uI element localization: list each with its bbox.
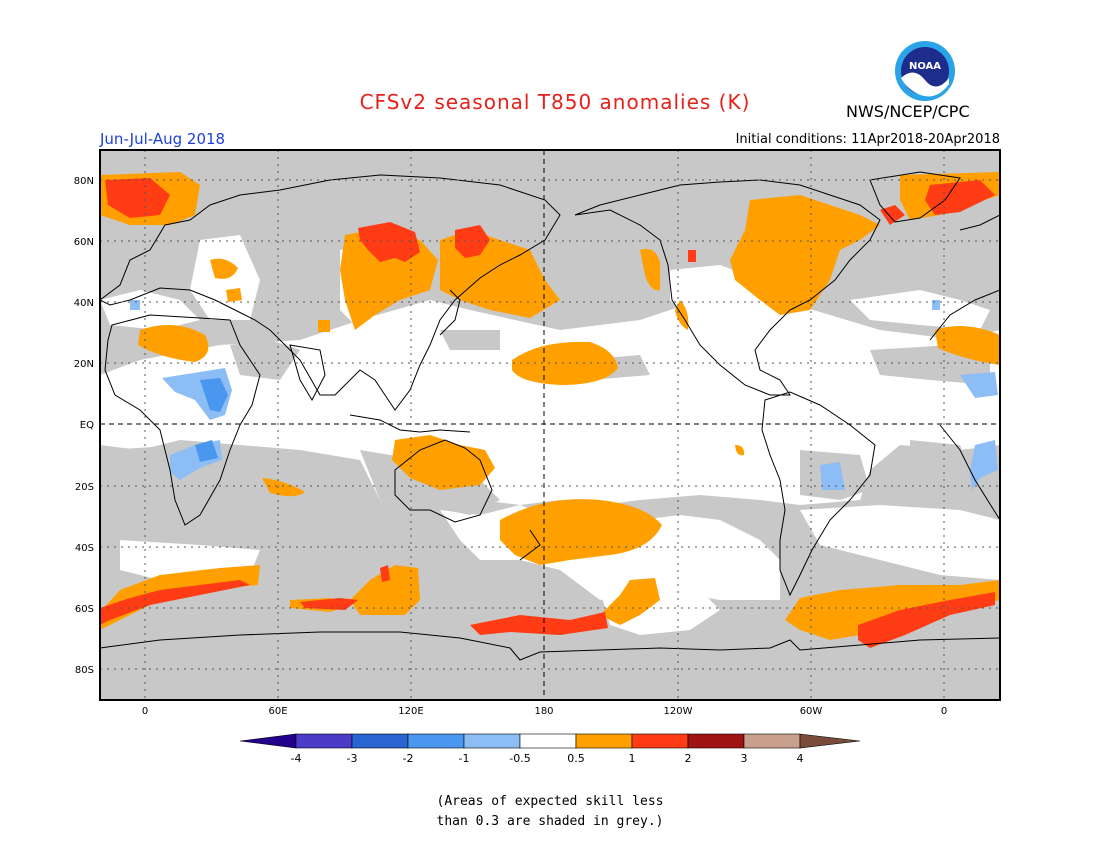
lon-label: 0 [142,706,148,717]
equator-dateline [100,150,1000,700]
lat-label: EQ [80,420,94,431]
noaa-logo-icon: NOAA [895,41,955,101]
lat-label: 80S [75,665,94,676]
colorbar-label: 3 [741,752,748,765]
latitude-labels: 80N 60N 40N 20N EQ 20S 40S 60S 80S [74,176,94,676]
map-title: CFSv2 seasonal T850 anomalies (K) [359,90,751,114]
lat-label: 40S [75,543,94,554]
colorbar-segment [295,733,353,749]
colorbar-segment [687,733,745,749]
lon-label: 120E [398,706,423,717]
lat-label: 20S [75,482,94,493]
colorbar-label: -4 [291,752,302,765]
lon-label: 60E [268,706,287,717]
lat-label: 80N [74,176,94,187]
lon-label: 180 [534,706,553,717]
skill-note-line: than 0.3 are shaded in grey.) [436,814,664,829]
colorbar-label: -0.5 [509,752,530,765]
skill-note: (Areas of expected skill less than 0.3 a… [0,792,1100,832]
colorbar-label: -1 [459,752,470,765]
strong-warm-anomaly-regions [100,178,995,648]
lat-label: 60S [75,604,94,615]
lon-label: 60W [800,706,823,717]
colorbar-segment [351,733,409,749]
season-label: Jun-Jul-Aug 2018 [100,130,226,148]
strong-cool-anomaly-regions [195,378,228,462]
lon-label: 120W [664,706,693,717]
graticule [100,150,1000,700]
lat-label: 20N [74,359,94,370]
agency-label: NWS/NCEP/CPC [846,102,970,121]
colorbar-label: -2 [403,752,414,765]
colorbar-label: 4 [797,752,804,765]
colorbar-segment [575,733,633,749]
lon-label: 0 [941,706,947,717]
lat-label: 60N [74,237,94,248]
colorbar-right-arrow [799,733,861,749]
colorbar-label: 1 [629,752,636,765]
colorbar-segment [463,733,521,749]
map-frame [99,149,1001,701]
skill-note-line: (Areas of expected skill less [436,794,664,809]
colorbar-segment [743,733,801,749]
colorbar-label: 2 [685,752,692,765]
colorbar-segment [519,733,577,749]
lat-label: 40N [74,298,94,309]
longitude-labels: 0 60E 120E 180 120W 60W 0 [142,706,947,717]
initial-conditions-label: Initial conditions: 11Apr2018-20Apr2018 [735,132,1000,147]
colorbar-segment [407,733,465,749]
colorbar-left-arrow [239,733,297,749]
svg-text:NOAA: NOAA [909,61,941,72]
colorbar-segment [631,733,689,749]
colorbar: -4 -3 -2 -1 -0.5 0.5 1 2 3 4 [239,733,861,765]
colorbar-label: 0.5 [567,752,585,765]
colorbar-label: -3 [347,752,358,765]
